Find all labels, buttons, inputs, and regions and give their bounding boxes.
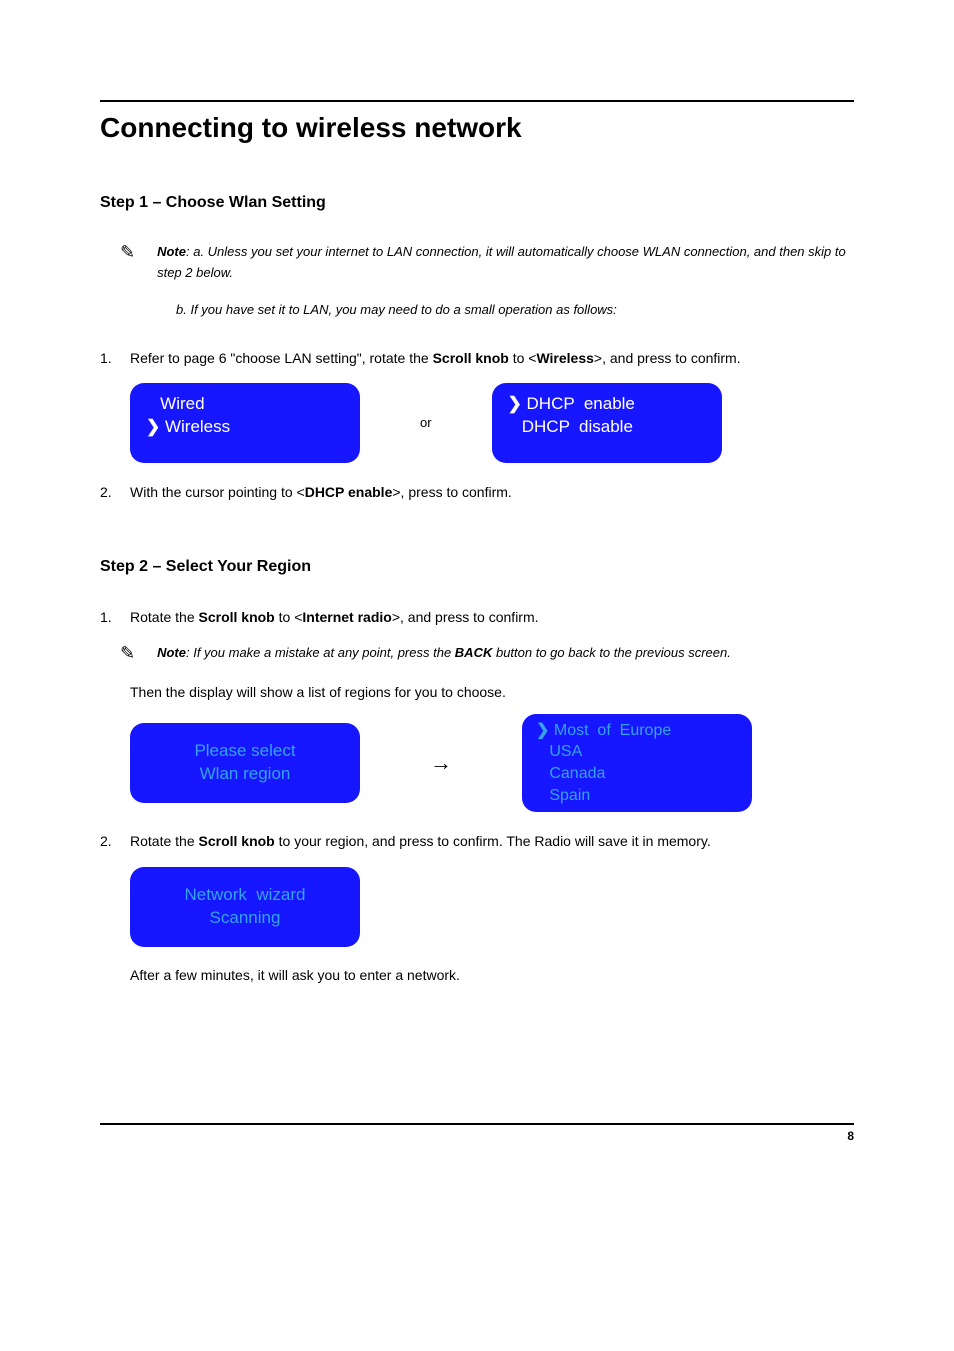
page-footer: 8	[100, 1123, 854, 1143]
step1-screens: Wired Wireless or DHCP enable DHCP disab…	[130, 383, 854, 463]
text-fragment: >, and press to confirm.	[392, 609, 539, 625]
step2-note-text: Note: If you make a mistake at any point…	[157, 643, 731, 664]
lcd-line: DHCP disable	[508, 416, 706, 439]
note-label: Note	[157, 645, 186, 660]
lcd-line: Spain	[536, 785, 738, 807]
text-fragment: to <	[275, 609, 303, 625]
lcd-wired-wireless: Wired Wireless	[130, 383, 360, 463]
step1-item-2: 2. With the cursor pointing to <DHCP ena…	[100, 481, 854, 503]
step2-then-text: Then the display will show a list of reg…	[130, 684, 854, 700]
step2-item-1: 1. Rotate the Scroll knob to <Internet r…	[100, 606, 854, 628]
text-fragment: Rotate the	[130, 609, 199, 625]
step2-note: ✎ Note: If you make a mistake at any poi…	[120, 643, 854, 664]
text-fragment: >, press to confirm.	[392, 484, 511, 500]
lcd-line: Canada	[536, 763, 738, 785]
text-fragment: to your region, and press to confirm. Th…	[275, 833, 711, 849]
text-fragment: Refer to page 6 "choose LAN setting", ro…	[130, 350, 433, 366]
lcd-network-wizard: Network wizard Scanning	[130, 867, 360, 947]
step1-note-a-text: Note: a. Unless you set your internet to…	[157, 242, 854, 284]
or-label: or	[420, 415, 432, 430]
step2-screens-2: Network wizard Scanning	[130, 867, 854, 947]
wireless-label: Wireless	[536, 350, 593, 366]
text-fragment: button to go back to the previous screen…	[492, 645, 730, 660]
list-number: 2.	[100, 830, 130, 852]
lcd-line: Wired	[146, 393, 344, 416]
step1-heading: Step 1 – Choose Wlan Setting	[100, 194, 854, 212]
lcd-line: Network wizard	[185, 884, 306, 907]
text-fragment: Rotate the	[130, 833, 199, 849]
step1-item-2-text: With the cursor pointing to <DHCP enable…	[130, 481, 854, 503]
scroll-knob-label: Scroll knob	[199, 833, 275, 849]
lcd-line: Scanning	[210, 907, 281, 930]
top-rule	[100, 100, 854, 102]
lcd-dhcp: DHCP enable DHCP disable	[492, 383, 722, 463]
step1-item-1: 1. Refer to page 6 "choose LAN setting",…	[100, 347, 854, 369]
lcd-line-selected: Most of Europe	[536, 720, 738, 742]
back-button-label: BACK	[455, 645, 493, 660]
list-number: 1.	[100, 606, 130, 628]
note-icon: ✎	[120, 643, 135, 664]
step1-note-b: b. If you have set it to LAN, you may ne…	[176, 302, 854, 317]
step2-heading: Step 2 – Select Your Region	[100, 558, 854, 576]
dhcp-enable-label: DHCP enable	[305, 484, 393, 500]
page-title: Connecting to wireless network	[100, 112, 854, 144]
step2-item-2: 2. Rotate the Scroll knob to your region…	[100, 830, 854, 852]
scroll-knob-label: Scroll knob	[199, 609, 275, 625]
lcd-line-selected: DHCP enable	[508, 393, 706, 416]
step2-item-1-text: Rotate the Scroll knob to <Internet radi…	[130, 606, 854, 628]
lcd-line: Wlan region	[200, 763, 291, 786]
internet-radio-label: Internet radio	[302, 609, 391, 625]
arrow-icon: →	[430, 750, 452, 776]
list-number: 1.	[100, 347, 130, 369]
lcd-line: Please select	[194, 740, 295, 763]
text-fragment: to <	[509, 350, 537, 366]
note-icon: ✎	[120, 242, 135, 263]
step2-item-2-text: Rotate the Scroll knob to your region, a…	[130, 830, 854, 852]
text-fragment: >, and press to confirm.	[594, 350, 741, 366]
step2-after-text: After a few minutes, it will ask you to …	[130, 967, 854, 983]
note-a-body: : a. Unless you set your internet to LAN…	[157, 244, 846, 280]
note-label: Note	[157, 244, 186, 259]
lcd-line-selected: Wireless	[146, 416, 344, 439]
lcd-line: USA	[536, 741, 738, 763]
step1-item-1-text: Refer to page 6 "choose LAN setting", ro…	[130, 347, 854, 369]
lcd-regions: Most of Europe USA Canada Spain	[522, 714, 752, 812]
text-fragment: : If you make a mistake at any point, pr…	[186, 645, 455, 660]
list-number: 2.	[100, 481, 130, 503]
page-number: 8	[847, 1129, 854, 1143]
step2-screens-1: Please select Wlan region → Most of Euro…	[130, 714, 854, 812]
step1-note-a: ✎ Note: a. Unless you set your internet …	[120, 242, 854, 284]
scroll-knob-label: Scroll knob	[433, 350, 509, 366]
lcd-please-select: Please select Wlan region	[130, 723, 360, 803]
text-fragment: With the cursor pointing to <	[130, 484, 305, 500]
